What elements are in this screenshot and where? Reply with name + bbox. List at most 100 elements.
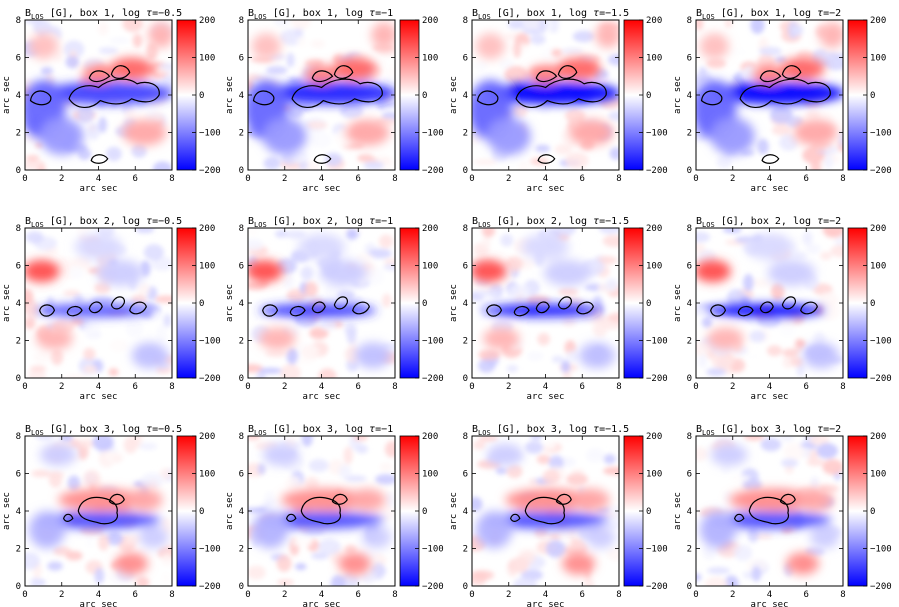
contour-line: [88, 301, 103, 314]
contour-line: [291, 78, 383, 109]
contour-line: [700, 90, 723, 106]
contours: [262, 296, 370, 317]
y-tick-label: 6: [687, 262, 692, 272]
contour-line: [333, 296, 348, 310]
contour-line: [68, 78, 160, 109]
y-tick-label: 6: [239, 54, 244, 64]
colorbar-tick-label: −200: [422, 582, 444, 592]
contour-line: [262, 304, 279, 317]
y-tick-label: 8: [687, 16, 692, 26]
x-tick-label: 2: [59, 590, 64, 600]
y-tick-label: 0: [16, 166, 21, 176]
y-axis-label: arc sec: [2, 284, 12, 322]
colorbar-tick-label: −200: [870, 166, 892, 176]
colorbar-tick-label: 200: [870, 432, 886, 442]
colorbar-tick-label: 200: [199, 224, 215, 234]
y-tick-label: 2: [16, 337, 21, 347]
y-axis-label: arc sec: [449, 492, 459, 530]
contour-line: [486, 304, 503, 317]
colorbar-tick-label: −200: [870, 582, 892, 592]
y-tick-label: 2: [16, 129, 21, 139]
colorbar-tick-label: 100: [199, 262, 215, 272]
colorbar-tick-label: 200: [422, 16, 438, 26]
panel-title: BLOS [G], box 2, log τ=−0.5: [25, 216, 182, 229]
heatmap-image: [248, 228, 395, 378]
colorbar-tick-label: −200: [199, 582, 221, 592]
x-axis-label: arc sec: [80, 184, 118, 194]
colorbar-tick-label: 200: [646, 224, 662, 234]
y-tick-label: 4: [687, 299, 692, 309]
colorbar-tick-label: 100: [422, 262, 438, 272]
contour-line: [66, 305, 83, 317]
colorbar-tick-label: −200: [646, 582, 668, 592]
x-tick-label: 4: [319, 382, 324, 392]
contour-line: [733, 513, 745, 522]
colorbar-tick-label: 100: [199, 54, 215, 64]
x-axis-label: arc sec: [751, 600, 789, 607]
colorbar-tick-label: −100: [646, 129, 668, 139]
heatmap-image: [248, 20, 395, 170]
x-tick-label: 0: [22, 174, 27, 184]
colorbar-tick-label: 100: [870, 54, 886, 64]
y-axis-label: arc sec: [449, 284, 459, 322]
y-tick-label: 6: [463, 262, 468, 272]
contour-line: [285, 513, 297, 522]
colorbar-tick-label: −100: [422, 337, 444, 347]
x-tick-label: 6: [356, 590, 361, 600]
y-tick-label: 0: [239, 582, 244, 592]
contour-line: [252, 90, 275, 106]
contours: [252, 65, 383, 164]
panel-box2-tau4: 0 2 4 6 8 0 2 4 6 8 arc sec arc sec BLOS [G], box 2,…: [2, 216, 221, 402]
y-tick-label: 8: [16, 432, 21, 442]
x-tick-label: 4: [543, 590, 548, 600]
x-axis-label: arc sec: [303, 184, 341, 194]
y-tick-label: 8: [239, 224, 244, 234]
x-axis-label: arc sec: [527, 184, 565, 194]
panel-title: BLOS [G], box 3, log τ=−1: [248, 424, 393, 437]
x-tick-label: 4: [767, 590, 772, 600]
x-axis-label: arc sec: [527, 600, 565, 607]
contour-line: [88, 70, 111, 83]
y-tick-label: 0: [16, 582, 21, 592]
contour-line: [800, 301, 818, 315]
y-tick-label: 2: [463, 129, 468, 139]
heatmap-image: [25, 436, 172, 586]
y-tick-label: 8: [463, 432, 468, 442]
contour-line: [779, 493, 796, 505]
colorbar-tick-label: 0: [199, 91, 204, 101]
contours: [710, 296, 818, 317]
y-tick-label: 4: [463, 299, 468, 309]
heatmap-image: [472, 436, 619, 586]
x-axis-label: arc sec: [527, 392, 565, 402]
y-axis-label: arc sec: [673, 492, 683, 530]
heatmap-image: [472, 228, 619, 378]
x-tick-label: 2: [730, 382, 735, 392]
x-tick-label: 6: [804, 590, 809, 600]
contours: [486, 296, 594, 317]
x-tick-label: 2: [506, 590, 511, 600]
x-tick-label: 4: [319, 174, 324, 184]
contour-line: [313, 154, 332, 164]
y-axis-label: arc sec: [225, 284, 235, 322]
y-tick-label: 2: [239, 545, 244, 555]
colorbar-tick-label: 200: [646, 16, 662, 26]
y-axis-label: arc sec: [449, 76, 459, 114]
panel-title: BLOS [G], box 1, log τ=−0.5: [25, 8, 182, 21]
y-tick-label: 2: [687, 545, 692, 555]
x-tick-label: 6: [356, 382, 361, 392]
contour-line: [77, 496, 119, 525]
colorbar-tick-label: −100: [199, 545, 221, 555]
heatmap-image: [248, 436, 395, 586]
panel-box1-tau3: 0 2 4 6 8 0 2 4 6 8 arc sec arc sec BLOS [G], box 1,…: [673, 8, 892, 194]
x-tick-label: 8: [392, 174, 397, 184]
panel-box3-tau10: 0 2 4 6 8 0 2 4 6 8 arc sec arc sec BLOS [G], box 3,…: [449, 424, 668, 607]
y-axis-label: arc sec: [225, 76, 235, 114]
x-tick-label: 0: [22, 382, 27, 392]
contour-line: [129, 301, 147, 315]
y-tick-label: 0: [687, 582, 692, 592]
colorbar-tick-label: −100: [199, 337, 221, 347]
x-tick-label: 2: [730, 174, 735, 184]
colorbar-tick-label: −100: [646, 545, 668, 555]
contours: [509, 493, 572, 525]
